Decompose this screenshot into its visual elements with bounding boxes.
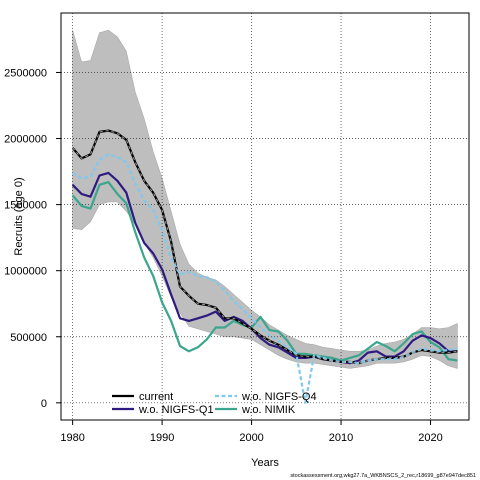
grid-layer	[61, 13, 469, 420]
y-tick-label: 1000000	[4, 266, 47, 278]
x-tick-label: 2010	[329, 432, 353, 444]
x-tick-label: 1980	[60, 432, 84, 444]
series-line-1	[71, 171, 458, 365]
y-tick-label: 0	[41, 398, 47, 410]
x-tick-label: 2020	[418, 432, 442, 444]
legend-label-0: current	[139, 391, 173, 403]
plot-frame	[60, 12, 470, 421]
x-tick-label: 1990	[150, 432, 174, 444]
y-axis-title: Recruits (age 0)	[13, 177, 25, 255]
legend-label-3: w.o. NIMIK	[241, 404, 296, 416]
source-note: stockassessment.org,wkg27.7a_WKBNSCS_2_r…	[290, 473, 476, 479]
legend-label-2: w.o. NIGFS-Q4	[241, 391, 317, 403]
series-line-2	[72, 153, 458, 404]
y-tick-label: 2500000	[4, 67, 47, 79]
y-tick-label: 2000000	[4, 134, 47, 146]
series-layer	[71, 129, 458, 404]
y-tick-label: 500000	[10, 332, 47, 344]
confidence-band	[72, 29, 458, 369]
y-tick-label: 1500000	[4, 200, 47, 212]
legend-label-1: w.o. NIGFS-Q1	[138, 404, 214, 416]
series-line-3	[71, 181, 458, 362]
x-axis-title: Years	[251, 457, 279, 469]
confidence-band-layer	[72, 29, 458, 369]
axis-layer: 1980 1990 2000 2010 2020 0 500000 1000000 150000…	[4, 67, 443, 444]
x-tick-label: 2000	[239, 432, 263, 444]
series-line-current-overlay	[72, 130, 458, 364]
